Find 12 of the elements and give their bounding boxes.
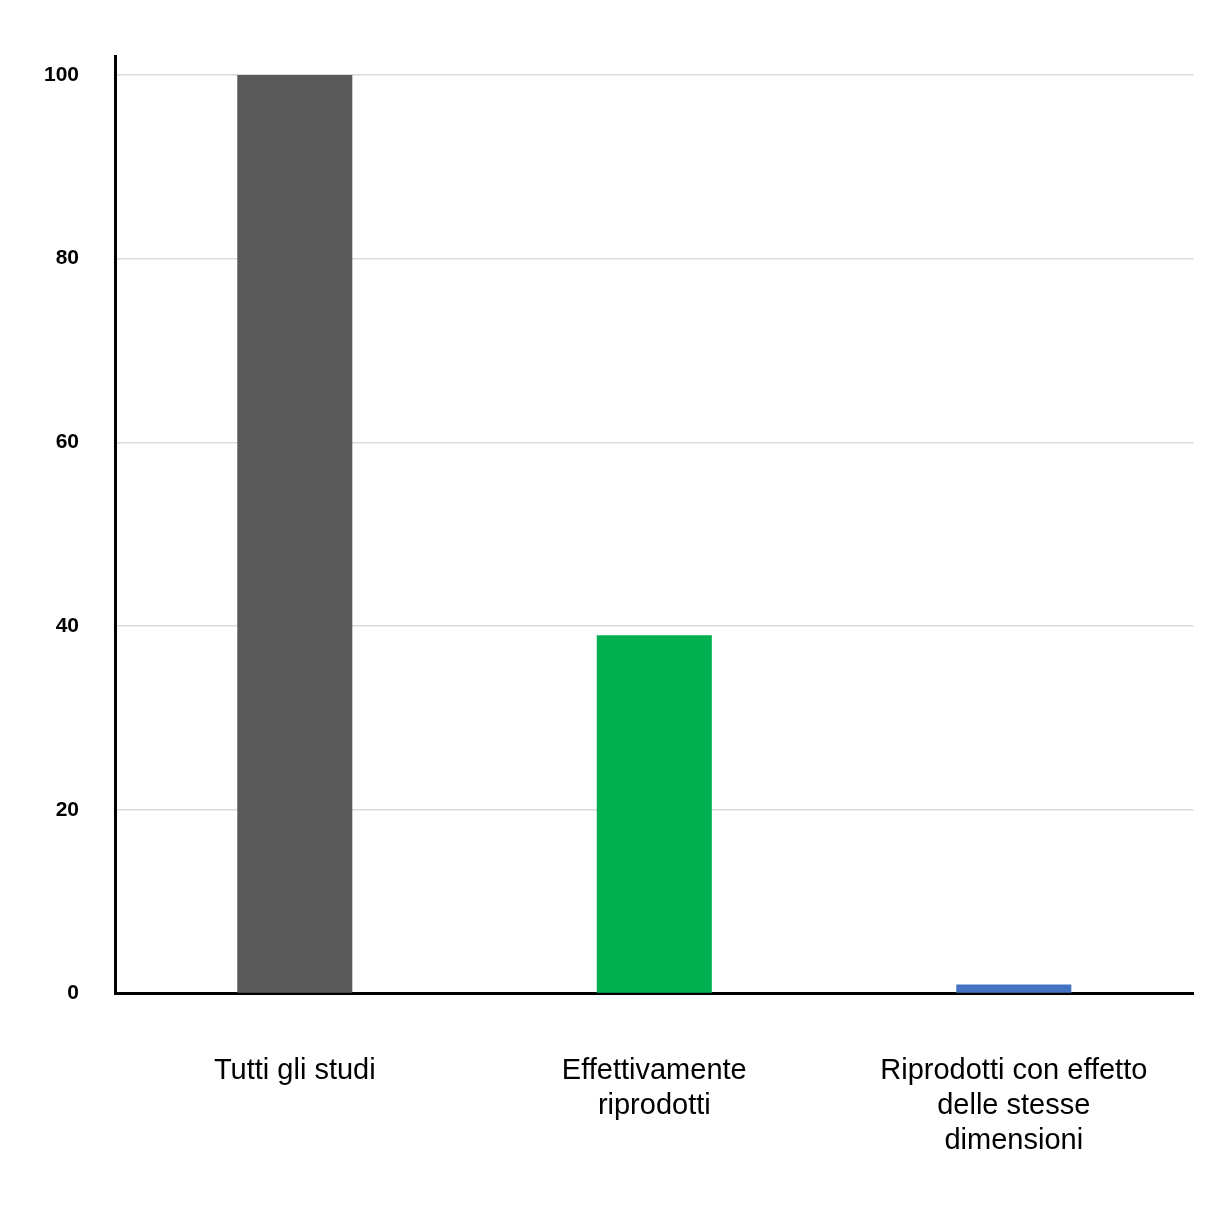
y-tick-label: 40 [55, 612, 80, 636]
y-tick-label: 100 [43, 61, 80, 85]
y-tick-label: 20 [55, 796, 80, 820]
x-tick-label: Riprodotti con effetto delle stesse dimensioni [880, 1053, 1148, 1155]
y-tick-label: 0 [67, 980, 80, 1004]
y-tick-label: 60 [55, 429, 80, 453]
bar [596, 635, 712, 993]
x-tick-label: Effettivamente riprodotti [561, 1053, 747, 1120]
y-tick-label: 80 [55, 245, 80, 269]
bar [237, 74, 353, 993]
bar [956, 984, 1072, 993]
x-tick-label: Tutti gli studi [213, 1053, 376, 1085]
